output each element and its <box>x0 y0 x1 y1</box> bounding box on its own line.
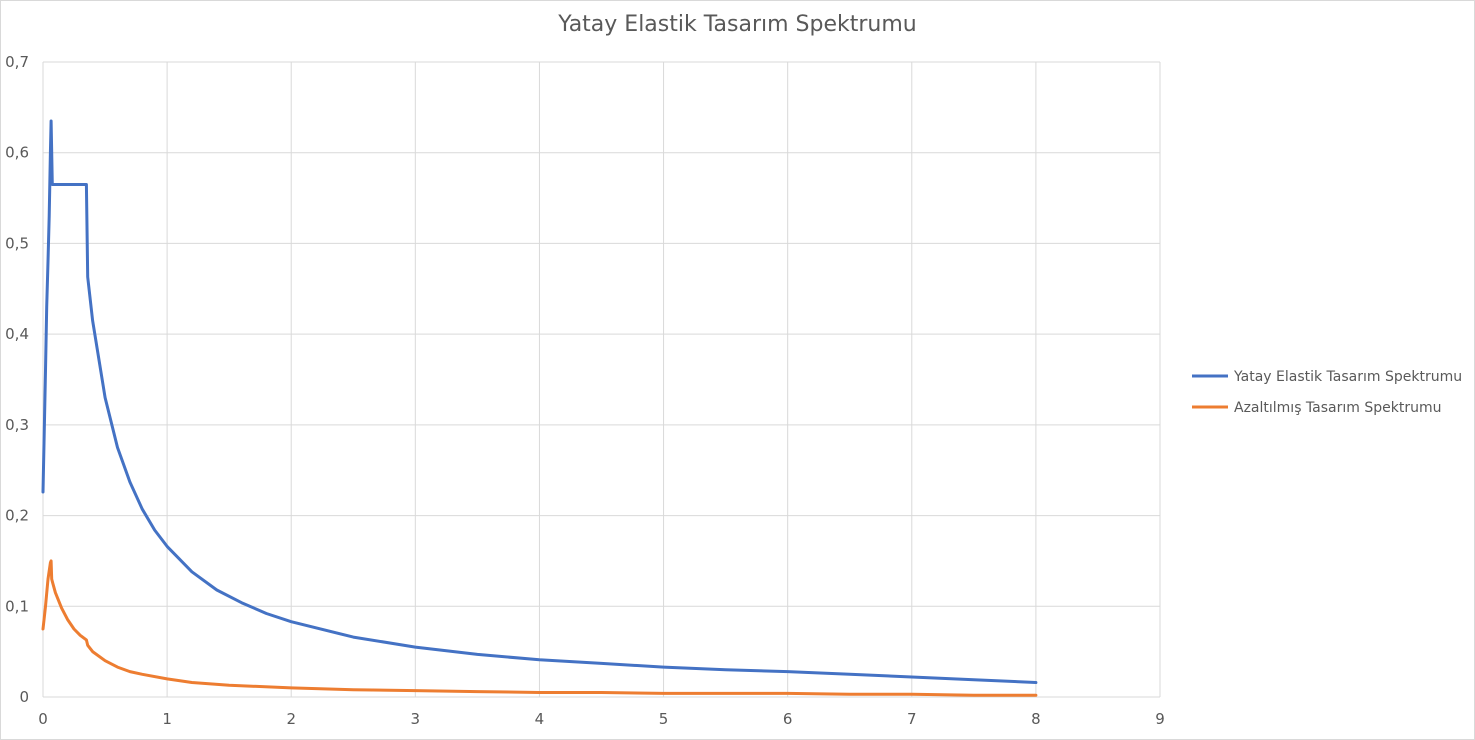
x-tick-label: 1 <box>162 710 172 728</box>
x-tick-label: 4 <box>535 710 545 728</box>
grid-layer <box>42 61 1161 698</box>
y-tick-label: 0 <box>19 688 29 706</box>
y-tick-label: 0,3 <box>5 416 29 434</box>
x-tick-label: 2 <box>286 710 296 728</box>
legend: Yatay Elastik Tasarım Spektrumu Azaltılmı… <box>1192 369 1462 416</box>
legend-label-1: Yatay Elastik Tasarım Spektrumu <box>1233 369 1462 385</box>
series-layer <box>41 119 1038 697</box>
x-tick-label: 8 <box>1031 710 1041 728</box>
y-tick-label: 0,5 <box>5 234 29 252</box>
legend-label-2: Azaltılmış Tasarım Spektrumu <box>1234 400 1441 416</box>
x-tick-label: 3 <box>411 710 421 728</box>
y-tick-label: 0,6 <box>5 144 29 162</box>
series-line-1 <box>41 119 1038 684</box>
y-tick-label: 0,1 <box>5 597 29 615</box>
x-tick-label: 0 <box>38 710 48 728</box>
x-tick-label: 9 <box>1155 710 1165 728</box>
x-tick-label: 7 <box>907 710 917 728</box>
y-tick-label: 0,2 <box>5 507 29 525</box>
x-tick-label: 6 <box>783 710 793 728</box>
series-line-2 <box>41 559 1038 697</box>
tick-layer: 0 0,1 0,2 0,3 0,4 0,5 0,6 0,7 0 1 2 3 4 5 6 7 8 9 <box>5 53 1165 728</box>
x-tick-label: 5 <box>659 710 669 728</box>
y-tick-label: 0,7 <box>5 53 29 71</box>
y-tick-label: 0,4 <box>5 325 29 343</box>
chart-title: Yatay Elastik Tasarım Spektrumu <box>558 12 917 37</box>
